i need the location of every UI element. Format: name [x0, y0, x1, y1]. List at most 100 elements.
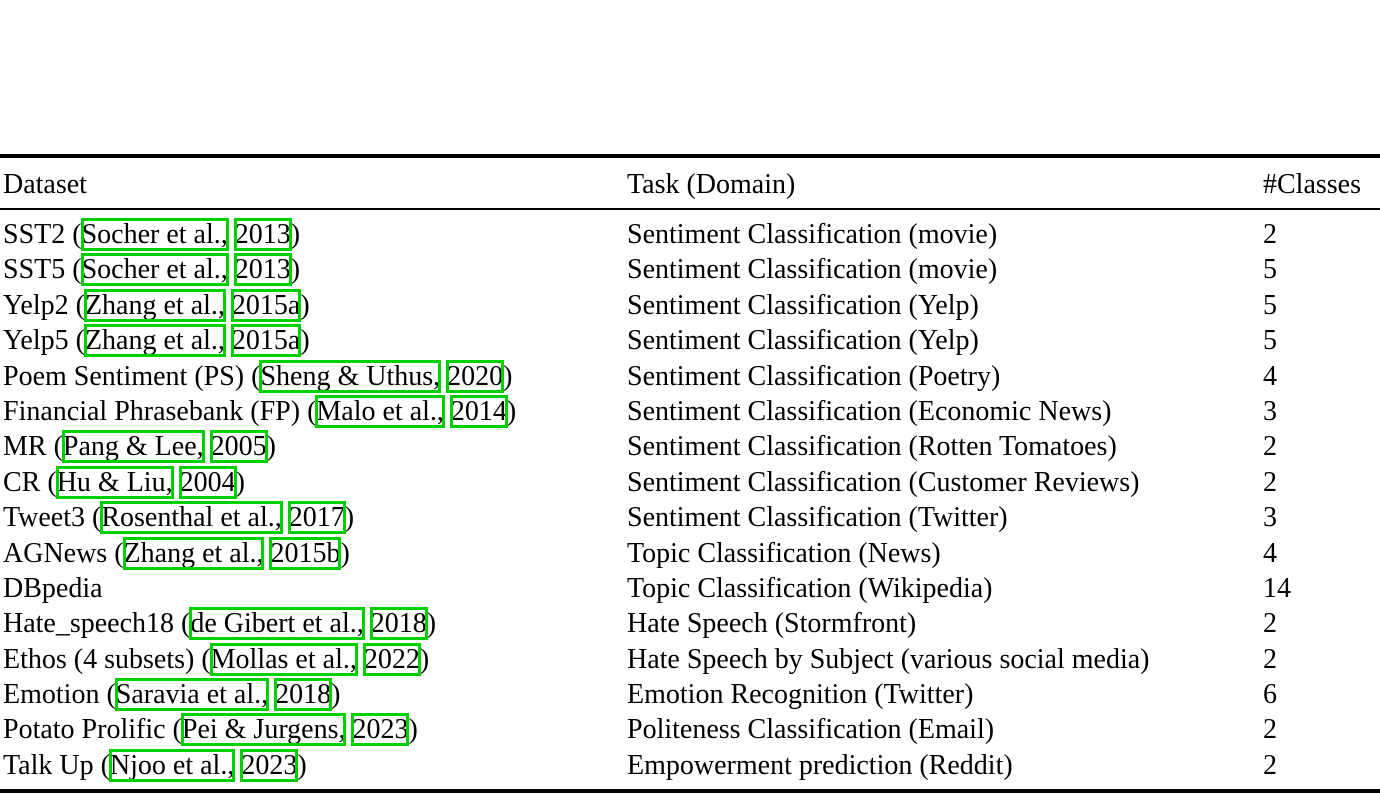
dataset-cell: CR (Hu & Liu, 2004): [0, 465, 627, 500]
citation-author-link[interactable]: Pei & Jurgens,: [180, 713, 347, 747]
citation-year-link[interactable]: 2015b: [269, 536, 342, 570]
task-cell: Sentiment Classification (Yelp): [627, 289, 979, 321]
close-paren: ): [297, 749, 307, 781]
citation-year-link[interactable]: 2020: [446, 359, 505, 393]
citation-separator: [228, 219, 235, 250]
close-paren: ): [419, 643, 430, 675]
table-row: CR (Hu & Liu, 2004) Sentiment Classifica…: [0, 465, 1380, 500]
citation-author-link[interactable]: Pang & Lee,: [61, 430, 205, 464]
citation-author-link[interactable]: Zhang et al.,: [122, 536, 265, 570]
dataset-cell: Tweet3 (Rosenthal et al., 2017): [0, 500, 627, 535]
citation-year-link[interactable]: 2015a: [230, 324, 302, 358]
table-body: SST2 (Socher et al., 2013) Sentiment Cla…: [0, 210, 1380, 789]
citation-year-link[interactable]: 2015a: [230, 288, 302, 322]
classes-cell: 3: [1263, 395, 1277, 427]
dataset-name: Yelp5 (: [3, 325, 85, 357]
citation-author-link[interactable]: Sheng & Uthus,: [259, 359, 442, 393]
task-cell: Sentiment Classification (movie): [627, 254, 998, 286]
classes-cell: 2: [1263, 749, 1277, 781]
close-paren: ): [506, 395, 517, 427]
dataset-name: MR (: [3, 431, 63, 463]
task-cell: Sentiment Classification (Rotten Tomatoe…: [627, 431, 1117, 463]
table-header-rule: [0, 208, 1380, 210]
citation-separator: [228, 254, 235, 285]
dataset-name: AGNews (: [3, 537, 124, 569]
close-paren: ): [266, 431, 276, 463]
task-cell: Sentiment Classification (Twitter): [627, 502, 1008, 534]
dataset-name: Ethos (4 subsets) (: [3, 643, 211, 675]
citation-year-link[interactable]: 2013: [233, 218, 292, 251]
dataset-cell: SST5 (Socher et al., 2013): [0, 252, 627, 287]
close-paren: ): [408, 714, 418, 746]
classes-cell: 4: [1263, 537, 1277, 569]
citation-author-link[interactable]: Socher et al.,: [80, 218, 229, 251]
task-cell: Topic Classification (Wikipedia): [627, 572, 993, 604]
task-cell: Sentiment Classification (Economic News): [627, 395, 1112, 427]
task-cell: Sentiment Classification (movie): [627, 219, 998, 250]
citation-author-link[interactable]: Malo et al.,: [315, 394, 445, 428]
task-cell: Hate Speech by Subject (various social m…: [627, 643, 1150, 675]
classes-cell: 2: [1263, 608, 1277, 640]
citation-year-link[interactable]: 2022: [362, 642, 421, 676]
table-row: Poem Sentiment (PS) (Sheng & Uthus, 2020…: [0, 359, 1380, 394]
task-cell: Sentiment Classification (Customer Revie…: [627, 466, 1140, 498]
dataset-cell: MR (Pang & Lee, 2005): [0, 429, 627, 464]
table-row: Yelp5 (Zhang et al., 2015a) Sentiment Cl…: [0, 323, 1380, 358]
citation-separator: [364, 608, 371, 639]
dataset-name: Emotion (: [3, 679, 116, 711]
table-row: Talk Up (Njoo et al., 2023) Empowerment …: [0, 748, 1380, 783]
classes-cell: 14: [1263, 572, 1291, 604]
column-header-dataset: Dataset: [3, 169, 87, 200]
classes-cell: 5: [1263, 289, 1277, 321]
table-row: SST2 (Socher et al., 2013) Sentiment Cla…: [0, 217, 1380, 252]
citation-separator: [204, 431, 211, 462]
classes-cell: 2: [1263, 219, 1277, 250]
close-paren: ): [235, 466, 245, 498]
table-row: Tweet3 (Rosenthal et al., 2017) Sentimen…: [0, 500, 1380, 535]
task-cell: Topic Classification (News): [627, 537, 941, 569]
citation-author-link[interactable]: Socher et al.,: [80, 253, 229, 287]
table-row: Yelp2 (Zhang et al., 2015a) Sentiment Cl…: [0, 288, 1380, 323]
classes-cell: 2: [1263, 643, 1277, 675]
citation-year-link[interactable]: 2018: [274, 678, 333, 712]
dataset-name: SST5 (: [3, 254, 82, 286]
citation-year-link[interactable]: 2018: [369, 607, 428, 641]
citation-year-link[interactable]: 2004: [178, 465, 237, 499]
classes-cell: 5: [1263, 325, 1277, 357]
classes-cell: 5: [1263, 254, 1277, 286]
citation-separator: [173, 467, 180, 498]
citation-year-link[interactable]: 2017: [287, 501, 346, 535]
task-cell: Emotion Recognition (Twitter): [627, 679, 974, 711]
table-row: AGNews (Zhang et al., 2015b) Topic Class…: [0, 536, 1380, 571]
citation-year-link[interactable]: 2023: [240, 748, 299, 782]
citation-author-link[interactable]: Mollas et al.,: [209, 642, 358, 676]
citation-author-link[interactable]: Rosenthal et al.,: [100, 501, 283, 535]
citation-author-link[interactable]: Njoo et al.,: [108, 748, 236, 782]
citation-year-link[interactable]: 2013: [233, 253, 292, 287]
task-cell: Sentiment Classification (Poetry): [627, 360, 1001, 392]
dataset-name: Talk Up (: [3, 749, 110, 781]
citation-author-link[interactable]: de Gibert et al.,: [189, 607, 365, 641]
citation-year-link[interactable]: 2014: [449, 394, 508, 428]
dataset-name: Poem Sentiment (PS) (: [3, 360, 261, 392]
dataset-cell: Poem Sentiment (PS) (Sheng & Uthus, 2020…: [0, 359, 627, 394]
datasets-table: Dataset Task (Domain) #Classes SST2 (Soc…: [0, 154, 1380, 794]
citation-author-link[interactable]: Hu & Liu,: [55, 465, 174, 499]
close-paren: ): [290, 254, 301, 286]
table-row: DBpedia Topic Classification (Wikipedia)…: [0, 571, 1380, 606]
citation-year-link[interactable]: 2023: [351, 713, 410, 747]
close-paren: ): [503, 360, 513, 392]
citation-year-link[interactable]: 2005: [209, 430, 268, 464]
citation-author-link[interactable]: Zhang et al.,: [83, 288, 226, 322]
table-row: MR (Pang & Lee, 2005) Sentiment Classifi…: [0, 429, 1380, 464]
table-row: Ethos (4 subsets) (Mollas et al., 2022) …: [0, 642, 1380, 677]
dataset-name: Yelp2 (: [3, 289, 85, 321]
dataset-cell: Yelp2 (Zhang et al., 2015a): [0, 288, 627, 323]
citation-author-link[interactable]: Zhang et al.,: [83, 324, 226, 358]
dataset-cell: SST2 (Socher et al., 2013): [0, 217, 627, 252]
classes-cell: 3: [1263, 502, 1277, 534]
close-paren: ): [290, 219, 301, 250]
citation-author-link[interactable]: Saravia et al.,: [114, 678, 270, 712]
dataset-cell: Ethos (4 subsets) (Mollas et al., 2022): [0, 642, 627, 677]
table-row: Emotion (Saravia et al., 2018) Emotion R…: [0, 677, 1380, 712]
